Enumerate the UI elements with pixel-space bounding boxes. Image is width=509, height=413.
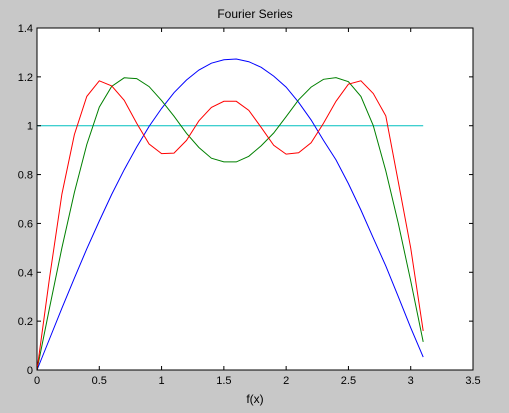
y-tick-label: 0 (27, 365, 33, 377)
x-tick-label: 1.5 (216, 375, 231, 387)
y-tick-label: 0.2 (18, 316, 33, 328)
x-tick-label: 0.5 (92, 375, 107, 387)
y-tick-label: 0.4 (18, 267, 33, 279)
x-axis-label: f(x) (246, 392, 263, 406)
y-tick-label: 0.8 (18, 170, 33, 182)
y-tick-label: 0.6 (18, 218, 33, 230)
series-layer (36, 58, 424, 371)
y-tick-label: 1 (27, 121, 33, 133)
x-tick-label: 1 (159, 375, 165, 387)
series-line-1 (36, 58, 424, 371)
series-line-2 (36, 77, 424, 371)
y-tick-label: 1.4 (18, 23, 33, 35)
y-tick-label: 1.2 (18, 72, 33, 84)
chart-title: Fourier Series (217, 7, 292, 21)
series-line-3 (36, 80, 424, 371)
x-tick-label: 3.5 (465, 375, 480, 387)
x-tick-label: 0 (34, 375, 40, 387)
x-tick-label: 2 (283, 375, 289, 387)
x-tick-label: 2.5 (341, 375, 356, 387)
x-tick-label: 3 (408, 375, 414, 387)
tick-layer: 0 0.5 1 1.5 2 2.5 3 3.5 0 0.2 0.4 0.6 0.8 1 1.2 1.4 (18, 23, 481, 387)
